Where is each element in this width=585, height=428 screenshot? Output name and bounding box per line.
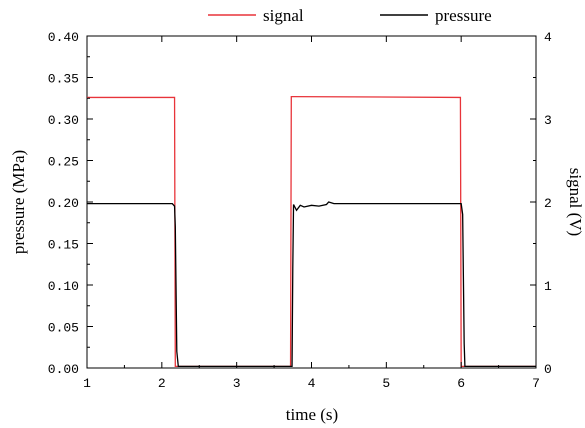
plot-frame (86, 35, 537, 369)
y-axis-left: 0.00 0.05 0.10 0.15 0.20 0.25 0.30 0.35 0.40 (48, 30, 93, 377)
legend-signal-label: signal (263, 6, 304, 25)
x-tick-label: 7 (532, 376, 540, 391)
y-left-tick-label: 0.15 (48, 238, 79, 253)
y-right-tick-label: 0 (544, 362, 552, 377)
y-left-tick-label: 0.40 (48, 30, 79, 45)
series-line-signal (87, 95, 536, 367)
x-tick-label: 6 (457, 376, 465, 391)
y-left-tick-label: 0.30 (48, 113, 79, 128)
x-axis-title: time (s) (286, 405, 338, 424)
y-axis-left-title: pressure (MPa) (9, 150, 28, 254)
y-right-tick-label: 3 (544, 113, 552, 128)
x-tick-label: 3 (233, 376, 241, 391)
plot-border (86, 35, 537, 369)
y-left-tick-label: 0.10 (48, 279, 79, 294)
x-tick-label: 4 (308, 376, 316, 391)
y-right-tick-label: 4 (544, 30, 552, 45)
x-tick-label: 2 (158, 376, 166, 391)
series-line-pressure (87, 201, 536, 367)
y-right-tick-label: 2 (544, 196, 552, 211)
y-right-tick-label: 1 (544, 279, 552, 294)
y-axis-right: 0 1 2 3 4 (530, 30, 552, 377)
legend: signal pressure (208, 6, 492, 25)
y-left-tick-label: 0.20 (48, 196, 79, 211)
y-left-tick-label: 0.00 (48, 362, 79, 377)
y-left-tick-label: 0.35 (48, 72, 79, 87)
series-layer (87, 95, 536, 367)
y-left-tick-label: 0.25 (48, 155, 79, 170)
y-left-tick-label: 0.05 (48, 321, 79, 336)
y-axis-right-title: signal (V) (566, 168, 585, 236)
x-tick-label: 5 (382, 376, 390, 391)
x-axis: 1 2 3 4 5 6 7 (83, 36, 540, 391)
legend-pressure-label: pressure (435, 6, 492, 25)
x-tick-label: 1 (83, 376, 91, 391)
